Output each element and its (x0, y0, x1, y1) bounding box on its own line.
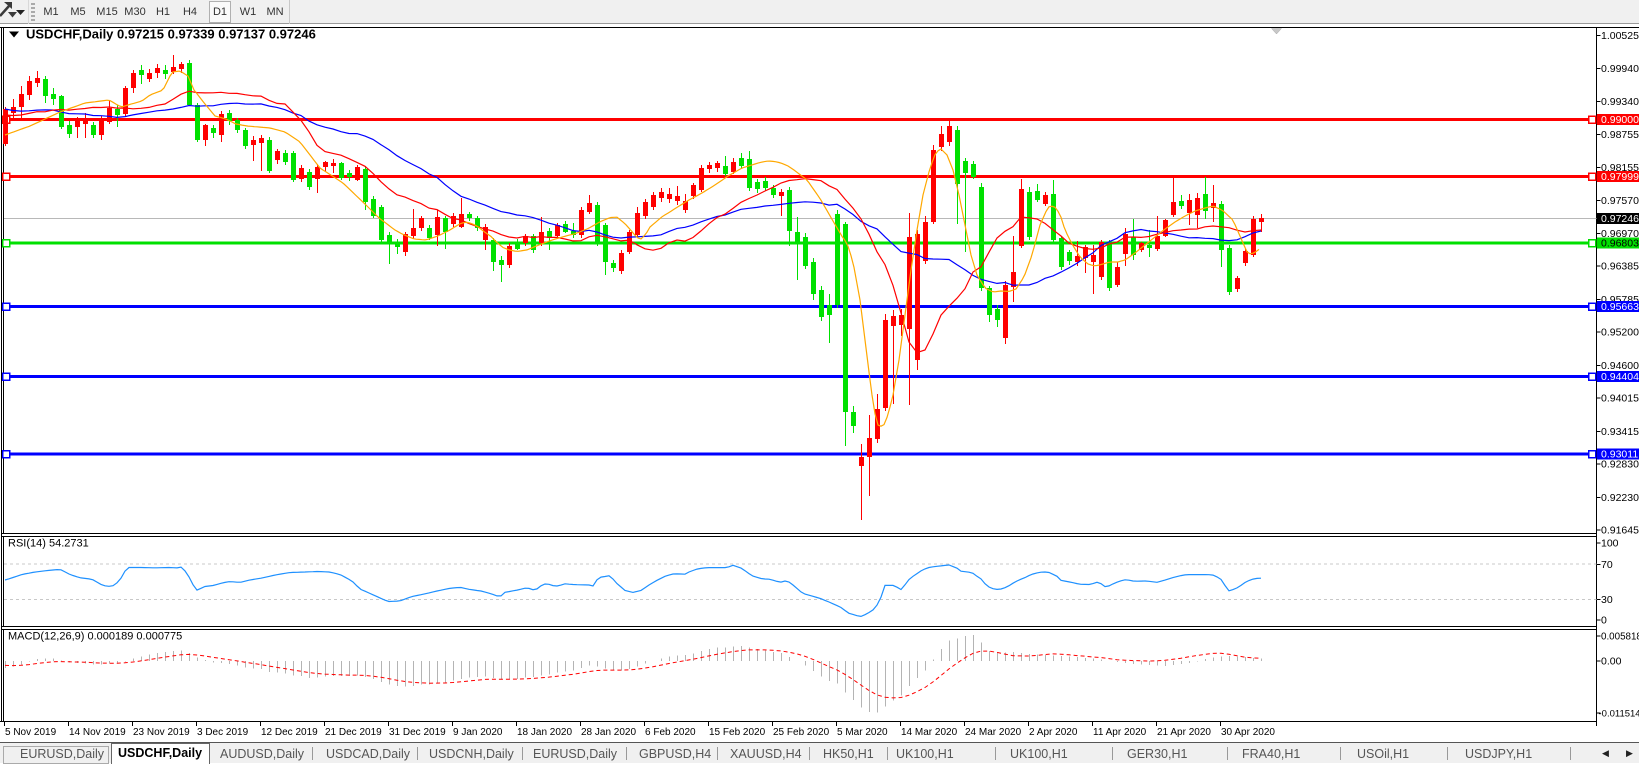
svg-text:0.005818: 0.005818 (1601, 632, 1639, 643)
svg-text:12 Dec 2019: 12 Dec 2019 (261, 727, 318, 738)
svg-text:MACD(12,26,9) 0.000189 0.00077: MACD(12,26,9) 0.000189 0.000775 (8, 631, 182, 643)
svg-text:0.94015: 0.94015 (1601, 393, 1639, 405)
svg-text:2 Apr 2020: 2 Apr 2020 (1029, 727, 1078, 738)
svg-text:21 Apr 2020: 21 Apr 2020 (1157, 727, 1211, 738)
svg-text:0.99940: 0.99940 (1601, 63, 1639, 75)
svg-text:100: 100 (1601, 538, 1619, 550)
svg-text:25 Feb 2020: 25 Feb 2020 (773, 727, 830, 738)
svg-text:0.92230: 0.92230 (1601, 492, 1639, 504)
svg-text:30 Apr 2020: 30 Apr 2020 (1221, 727, 1275, 738)
svg-text:0.99000: 0.99000 (1601, 114, 1639, 126)
svg-text:5 Nov 2019: 5 Nov 2019 (5, 727, 57, 738)
svg-text:5 Mar 2020: 5 Mar 2020 (837, 727, 888, 738)
svg-text:0.00: 0.00 (1601, 656, 1622, 668)
svg-text:-0.011514: -0.011514 (1599, 709, 1639, 720)
svg-text:0.97999: 0.97999 (1601, 171, 1639, 183)
svg-text:14 Mar 2020: 14 Mar 2020 (901, 727, 958, 738)
svg-text:0.95663: 0.95663 (1601, 301, 1639, 313)
svg-text:0.95200: 0.95200 (1601, 327, 1639, 339)
svg-text:31 Dec 2019: 31 Dec 2019 (389, 727, 446, 738)
svg-text:0.99340: 0.99340 (1601, 96, 1639, 108)
svg-text:1.00525: 1.00525 (1601, 30, 1639, 42)
svg-text:0: 0 (1601, 615, 1607, 627)
svg-text:30: 30 (1601, 594, 1613, 606)
svg-text:0.98755: 0.98755 (1601, 129, 1639, 141)
svg-text:3 Dec 2019: 3 Dec 2019 (197, 727, 249, 738)
svg-text:USDCHF,Daily 0.97215 0.97339: USDCHF,Daily 0.97215 0.97339 0.97137 0.9… (26, 27, 316, 42)
svg-text:14 Nov 2019: 14 Nov 2019 (69, 727, 126, 738)
svg-text:28 Jan 2020: 28 Jan 2020 (581, 727, 636, 738)
svg-text:70: 70 (1601, 559, 1613, 571)
svg-text:18 Jan 2020: 18 Jan 2020 (517, 727, 572, 738)
svg-text:9 Jan 2020: 9 Jan 2020 (453, 727, 503, 738)
svg-text:RSI(14) 54.2731: RSI(14) 54.2731 (8, 538, 89, 550)
svg-text:6 Feb 2020: 6 Feb 2020 (645, 727, 696, 738)
svg-text:21 Dec 2019: 21 Dec 2019 (325, 727, 382, 738)
svg-text:15 Feb 2020: 15 Feb 2020 (709, 727, 766, 738)
svg-text:24 Mar 2020: 24 Mar 2020 (965, 727, 1022, 738)
svg-text:0.96803: 0.96803 (1601, 238, 1639, 250)
svg-text:0.96385: 0.96385 (1601, 261, 1639, 273)
svg-text:0.91645: 0.91645 (1601, 525, 1639, 537)
svg-text:0.93415: 0.93415 (1601, 426, 1639, 438)
svg-text:0.97570: 0.97570 (1601, 195, 1639, 207)
svg-text:0.94404: 0.94404 (1601, 371, 1639, 383)
svg-text:0.92830: 0.92830 (1601, 459, 1639, 471)
svg-text:11 Apr 2020: 11 Apr 2020 (1093, 727, 1147, 738)
svg-text:0.97246: 0.97246 (1601, 213, 1639, 225)
svg-text:23 Nov 2019: 23 Nov 2019 (133, 727, 190, 738)
